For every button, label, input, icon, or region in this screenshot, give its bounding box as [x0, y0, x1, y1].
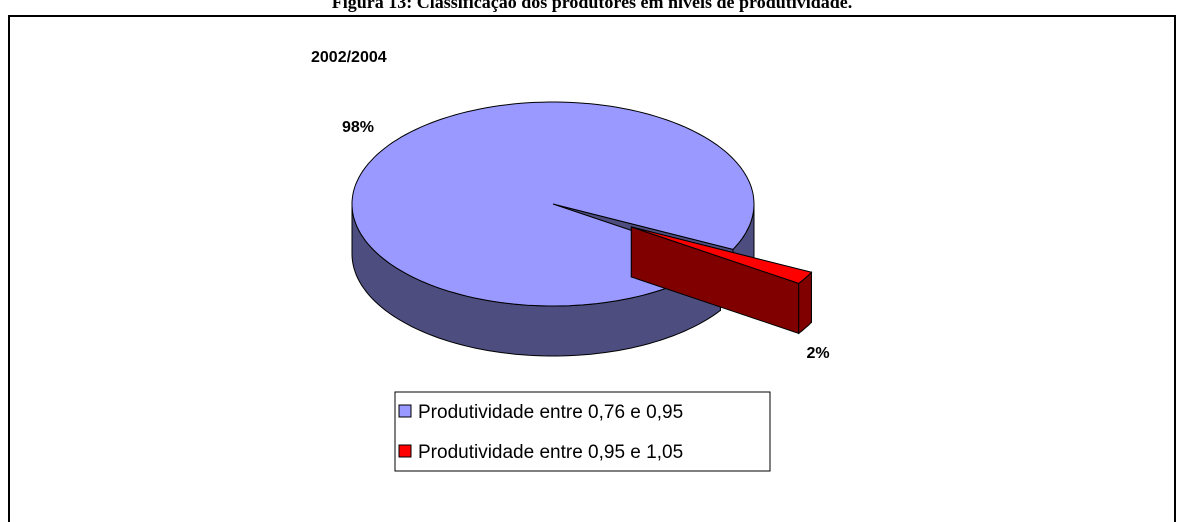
legend-swatch — [398, 404, 412, 418]
chart-title: 2002/2004 — [311, 49, 387, 66]
caption: Figura 13: Classificação dos produtores … — [332, 0, 853, 12]
pie: 98% 2% — [342, 101, 830, 362]
data-label: 2% — [806, 345, 829, 362]
legend-label: Produtividade entre 0,76 e 0,95 — [418, 402, 683, 423]
legend — [394, 391, 771, 472]
slice — [631, 226, 813, 284]
data-label: 98% — [342, 119, 374, 136]
legend-items: Produtividade entre 0,76 e 0,95 Produtivi… — [398, 402, 683, 463]
legend-label: Produtividade entre 0,95 e 1,05 — [418, 442, 683, 463]
legend-swatch — [398, 444, 412, 458]
